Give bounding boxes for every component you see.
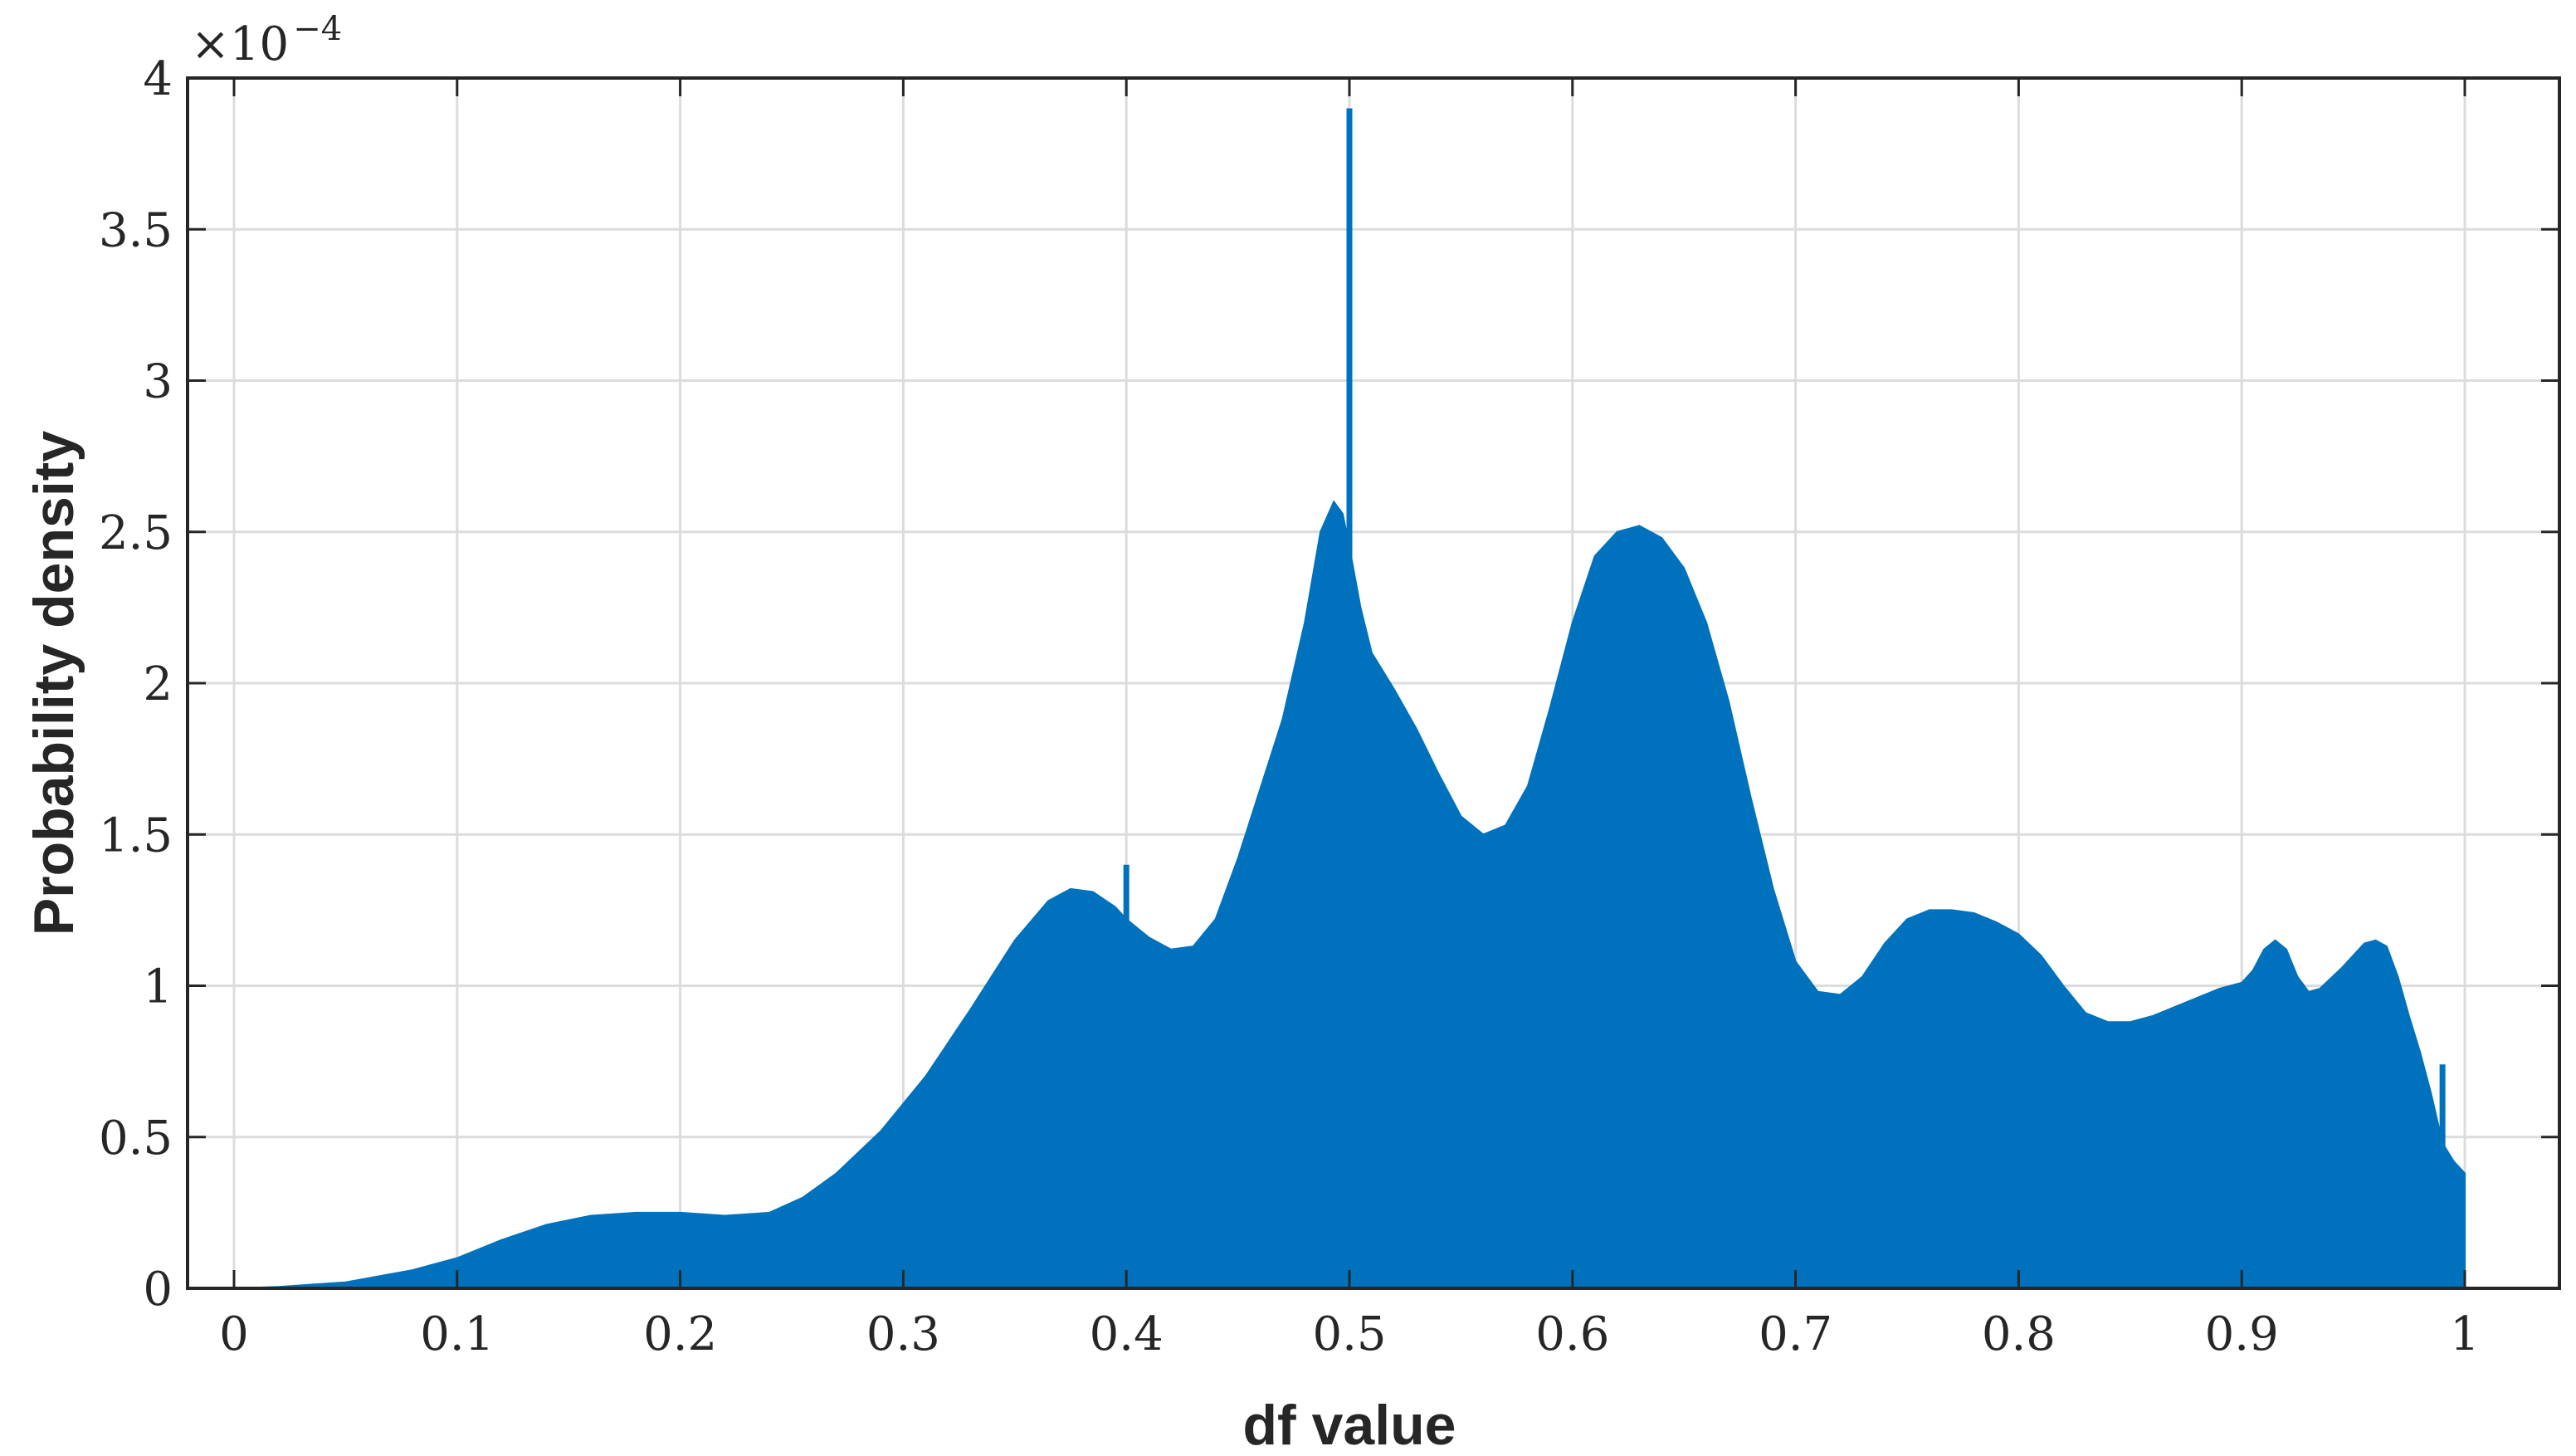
x-tick-label-3: 0.3 (866, 1307, 940, 1361)
y-tick-label-1: 0.5 (99, 1112, 173, 1165)
y-scale-factor-exponent: −4 (293, 10, 342, 48)
y-tick-label-4: 2 (143, 657, 173, 711)
y-tick-label-6: 3 (143, 355, 173, 409)
y-tick-label-3: 1.5 (99, 809, 173, 862)
axis-ticks (188, 76, 2559, 1290)
x-tick-label-10: 1 (2450, 1307, 2480, 1361)
x-tick-label-8: 0.8 (1982, 1307, 2056, 1361)
axis-tick-labels: 0 0.1 0.2 0.3 0.4 0.5 0.6 0.7 0.8 0.9 1 0 0.5 1 1.5 2 2.… (99, 52, 2480, 1361)
x-axis-label: df value (1243, 1394, 1456, 1456)
x-tick-label-6: 0.6 (1535, 1307, 1609, 1361)
x-tick-label-4: 0.4 (1090, 1307, 1164, 1361)
x-tick-label-0: 0 (219, 1307, 249, 1361)
y-axis-label: Probability density (22, 431, 85, 936)
y-tick-label-7: 3.5 (99, 203, 173, 257)
y-scale-factor-label: ×10 −4 (191, 10, 342, 71)
plot-area (233, 108, 2466, 1289)
y-tick-label-5: 2.5 (99, 506, 173, 560)
y-tick-label-0: 0 (143, 1263, 173, 1317)
x-tick-label-2: 0.2 (643, 1307, 717, 1361)
y-scale-factor-base: ×10 (191, 17, 289, 71)
y-tick-label-8: 4 (143, 52, 173, 106)
x-tick-label-1: 0.1 (420, 1307, 494, 1361)
x-tick-label-9: 0.9 (2205, 1307, 2279, 1361)
x-tick-label-7: 0.7 (1759, 1307, 1832, 1361)
x-tick-label-5: 0.5 (1312, 1307, 1386, 1361)
y-tick-label-2: 1 (143, 960, 173, 1014)
